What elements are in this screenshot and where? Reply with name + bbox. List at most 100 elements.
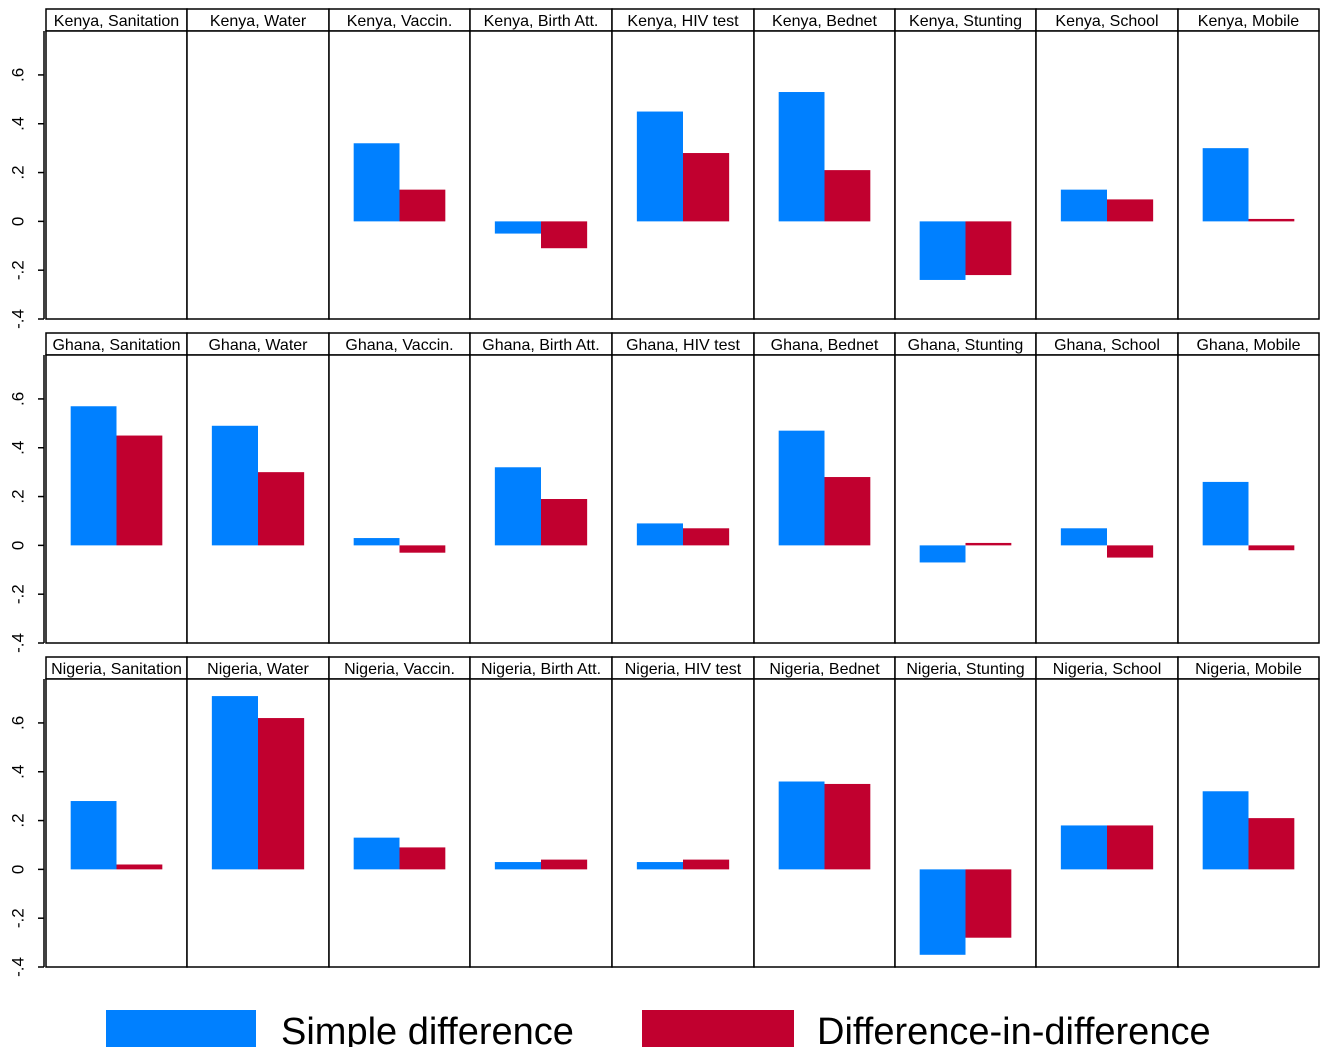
panel: Kenya, Bednet <box>753 8 896 320</box>
bar-difference-in-difference <box>1248 818 1295 870</box>
y-tick-label: -.4 <box>8 957 27 977</box>
bar-simple-difference <box>211 425 258 546</box>
panel-frame <box>1035 30 1179 320</box>
bar-simple-difference <box>1060 189 1107 222</box>
panel-title: Kenya, HIV test <box>627 13 739 30</box>
panel: Nigeria, Bednet <box>753 656 896 968</box>
panel: Nigeria, Stunting <box>894 656 1037 968</box>
bar-simple-difference <box>353 143 400 222</box>
bar-difference-in-difference <box>116 864 163 870</box>
y-tick-label: 0 <box>8 541 27 550</box>
panel-frame <box>328 354 471 644</box>
panel-frame <box>186 30 330 320</box>
bar-difference-in-difference <box>683 528 730 546</box>
bar-simple-difference <box>494 467 541 546</box>
legend: Simple difference Difference-in-differenc… <box>106 1010 1211 1047</box>
panel: Nigeria, Birth Att. <box>469 656 613 968</box>
panel: Ghana, Mobile <box>1177 332 1320 644</box>
bar-simple-difference <box>211 696 258 870</box>
panel: Kenya, Birth Att. <box>469 8 613 320</box>
panel-title: Nigeria, Sanitation <box>51 661 182 678</box>
y-tick-label: .2 <box>8 813 27 827</box>
panel-title: Ghana, Birth Att. <box>482 337 599 354</box>
bar-simple-difference <box>919 545 966 563</box>
panel: Kenya, HIV test <box>611 8 755 320</box>
panel-title: Kenya, Stunting <box>909 13 1022 30</box>
panel-frame <box>894 354 1037 644</box>
panel: Nigeria, Mobile <box>1177 656 1320 968</box>
panel-title: Kenya, Water <box>210 13 307 30</box>
bar-simple-difference <box>1202 148 1249 222</box>
bar-simple-difference <box>919 869 966 955</box>
bar-difference-in-difference <box>399 545 446 553</box>
legend-label-simple: Simple difference <box>281 1011 574 1047</box>
bar-simple-difference <box>353 837 400 870</box>
y-tick-label: .4 <box>8 765 27 779</box>
panel: Kenya, School <box>1035 8 1179 320</box>
panel-title: Kenya, School <box>1055 13 1158 30</box>
panel-frame <box>328 678 471 968</box>
bar-simple-difference <box>353 538 400 546</box>
panel: Nigeria, Sanitation <box>45 656 188 968</box>
y-tick-label: .6 <box>8 392 27 406</box>
y-tick-label: 0 <box>8 865 27 874</box>
bar-difference-in-difference <box>824 783 871 870</box>
bar-difference-in-difference <box>683 859 730 870</box>
panel-title: Nigeria, Stunting <box>906 661 1024 678</box>
y-tick-label: .6 <box>8 68 27 82</box>
bar-simple-difference <box>70 801 117 870</box>
bar-simple-difference <box>778 430 825 546</box>
bar-difference-in-difference <box>258 718 305 870</box>
panel-frame <box>469 678 613 968</box>
panel: Ghana, Vaccin. <box>328 332 471 644</box>
panel-title: Nigeria, Bednet <box>769 661 880 678</box>
panel-frame <box>1035 678 1179 968</box>
bar-difference-in-difference <box>1248 545 1295 551</box>
panel-title: Ghana, Bednet <box>771 337 879 354</box>
panel-title: Ghana, HIV test <box>626 337 740 354</box>
y-tick-label: -.2 <box>8 584 27 604</box>
bar-simple-difference <box>636 862 683 870</box>
y-tick-label: -.2 <box>8 908 27 928</box>
bar-difference-in-difference <box>683 153 730 222</box>
panel: Kenya, Mobile <box>1177 8 1320 320</box>
bar-simple-difference <box>636 523 683 546</box>
bar-difference-in-difference <box>824 170 871 222</box>
panel-title: Kenya, Mobile <box>1198 13 1299 30</box>
panel-title: Ghana, Water <box>208 337 308 354</box>
panel-title: Ghana, Mobile <box>1196 337 1300 354</box>
panel-frame <box>45 30 188 320</box>
bar-difference-in-difference <box>116 435 163 546</box>
legend-label-did: Difference-in-difference <box>817 1011 1211 1047</box>
bar-difference-in-difference <box>1107 199 1154 222</box>
panel: Nigeria, HIV test <box>611 656 755 968</box>
bar-difference-in-difference <box>541 221 588 249</box>
bar-difference-in-difference <box>399 847 446 870</box>
bar-difference-in-difference <box>1107 825 1154 870</box>
y-tick-label: -.4 <box>8 633 27 653</box>
panel: Kenya, Stunting <box>894 8 1037 320</box>
bar-difference-in-difference <box>965 869 1012 938</box>
panel-title: Nigeria, Water <box>207 661 309 678</box>
panel: Ghana, School <box>1035 332 1179 644</box>
bar-simple-difference <box>70 406 117 546</box>
panel-title: Kenya, Sanitation <box>54 13 179 30</box>
panel-frame <box>469 30 613 320</box>
bar-simple-difference <box>919 221 966 280</box>
panel-title: Nigeria, Mobile <box>1195 661 1302 678</box>
panel-title: Nigeria, Vaccin. <box>344 661 455 678</box>
panel-title: Ghana, Stunting <box>908 337 1024 354</box>
panel: Ghana, Bednet <box>753 332 896 644</box>
bar-difference-in-difference <box>965 542 1012 546</box>
panel-title: Kenya, Birth Att. <box>484 13 599 30</box>
bar-simple-difference <box>1202 481 1249 546</box>
bar-simple-difference <box>1202 791 1249 870</box>
y-tick-label: 0 <box>8 217 27 226</box>
bar-difference-in-difference <box>399 189 446 222</box>
legend-swatch-did <box>642 1010 794 1047</box>
bar-simple-difference <box>1060 825 1107 870</box>
bar-simple-difference <box>778 781 825 870</box>
y-tick-label: .6 <box>8 716 27 730</box>
panel: Nigeria, Vaccin. <box>328 656 471 968</box>
